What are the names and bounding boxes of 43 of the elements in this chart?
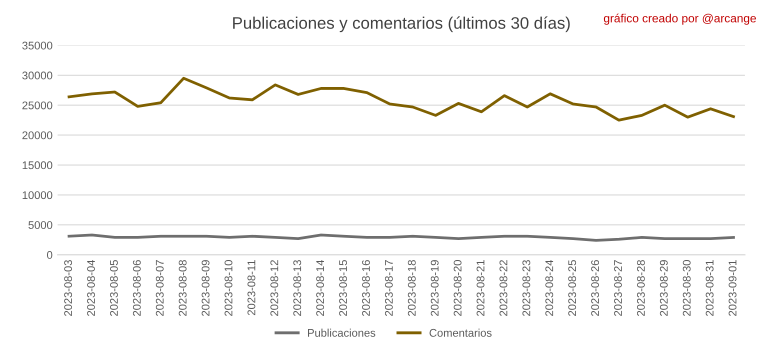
chart-title: Publicaciones y comentarios (últimos 30 días) — [233, 16, 570, 32]
x-tick-label: 2023-08-17 — [384, 260, 393, 316]
x-tick-label: 2023-08-16 — [362, 260, 370, 316]
y-tick-label: 15000 — [22, 161, 52, 170]
y-tick-label: 25000 — [22, 101, 52, 110]
text: gráfico creado por @arcange — [604, 14, 756, 25]
x-tick-label: 2023-08-14 — [316, 260, 324, 316]
x-tick-label: 2023-08-03 — [64, 260, 72, 316]
x-tick-label: 2023-08-23 — [522, 260, 530, 316]
x-tick-label: 2023-08-12 — [270, 260, 278, 316]
x-tick-label: 2023-08-20 — [454, 260, 462, 316]
x-tick-label: 2023-08-30 — [682, 260, 691, 316]
y-tick-label: 0 — [46, 251, 52, 259]
y-tick-label: 30000 — [22, 72, 52, 80]
x-tick-label: 2023-08-26 — [591, 260, 600, 316]
x-tick-label: 2023-08-24 — [545, 260, 554, 316]
x-tick-label: 2023-08-11 — [247, 260, 256, 316]
x-tick-label: 2023-09-01 — [728, 260, 736, 316]
x-tick-label: 2023-08-31 — [706, 260, 714, 316]
x-tick-label: 2023-08-29 — [660, 260, 668, 316]
x-tick-label: 2023-08-19 — [430, 260, 439, 316]
x-tick-label: 2023-08-27 — [614, 260, 622, 316]
line-series — [68, 76, 735, 122]
y-tick-label: 5000 — [28, 221, 52, 229]
x-tick-label: 2023-08-21 — [476, 260, 484, 316]
x-tick-label: 2023-08-10 — [224, 260, 232, 316]
x-tick-label: 2023-08-18 — [408, 260, 416, 316]
y-tick-label: 35000 — [22, 42, 52, 50]
x-tick-label: 2023-08-22 — [500, 260, 508, 316]
x-tick-label: 2023-08-05 — [110, 260, 118, 316]
x-tick-label: 2023-08-25 — [568, 260, 576, 316]
x-tick-label: 2023-08-28 — [636, 260, 645, 316]
y-tick-label: 20000 — [22, 131, 52, 140]
x-tick-label: 2023-08-06 — [132, 260, 141, 316]
legend-label: Publicaciones — [308, 328, 376, 337]
legend-label: Comentarios — [430, 328, 492, 337]
x-tick-label: 2023-08-13 — [293, 260, 302, 316]
y-tick-label: 10000 — [22, 191, 52, 200]
x-tick-label: 2023-08-09 — [202, 260, 210, 316]
x-tick-label: 2023-08-04 — [87, 260, 95, 316]
x-tick-label: 2023-08-07 — [156, 260, 164, 316]
x-tick-label: 2023-08-15 — [339, 260, 347, 316]
x-tick-label: 2023-08-08 — [178, 260, 187, 316]
